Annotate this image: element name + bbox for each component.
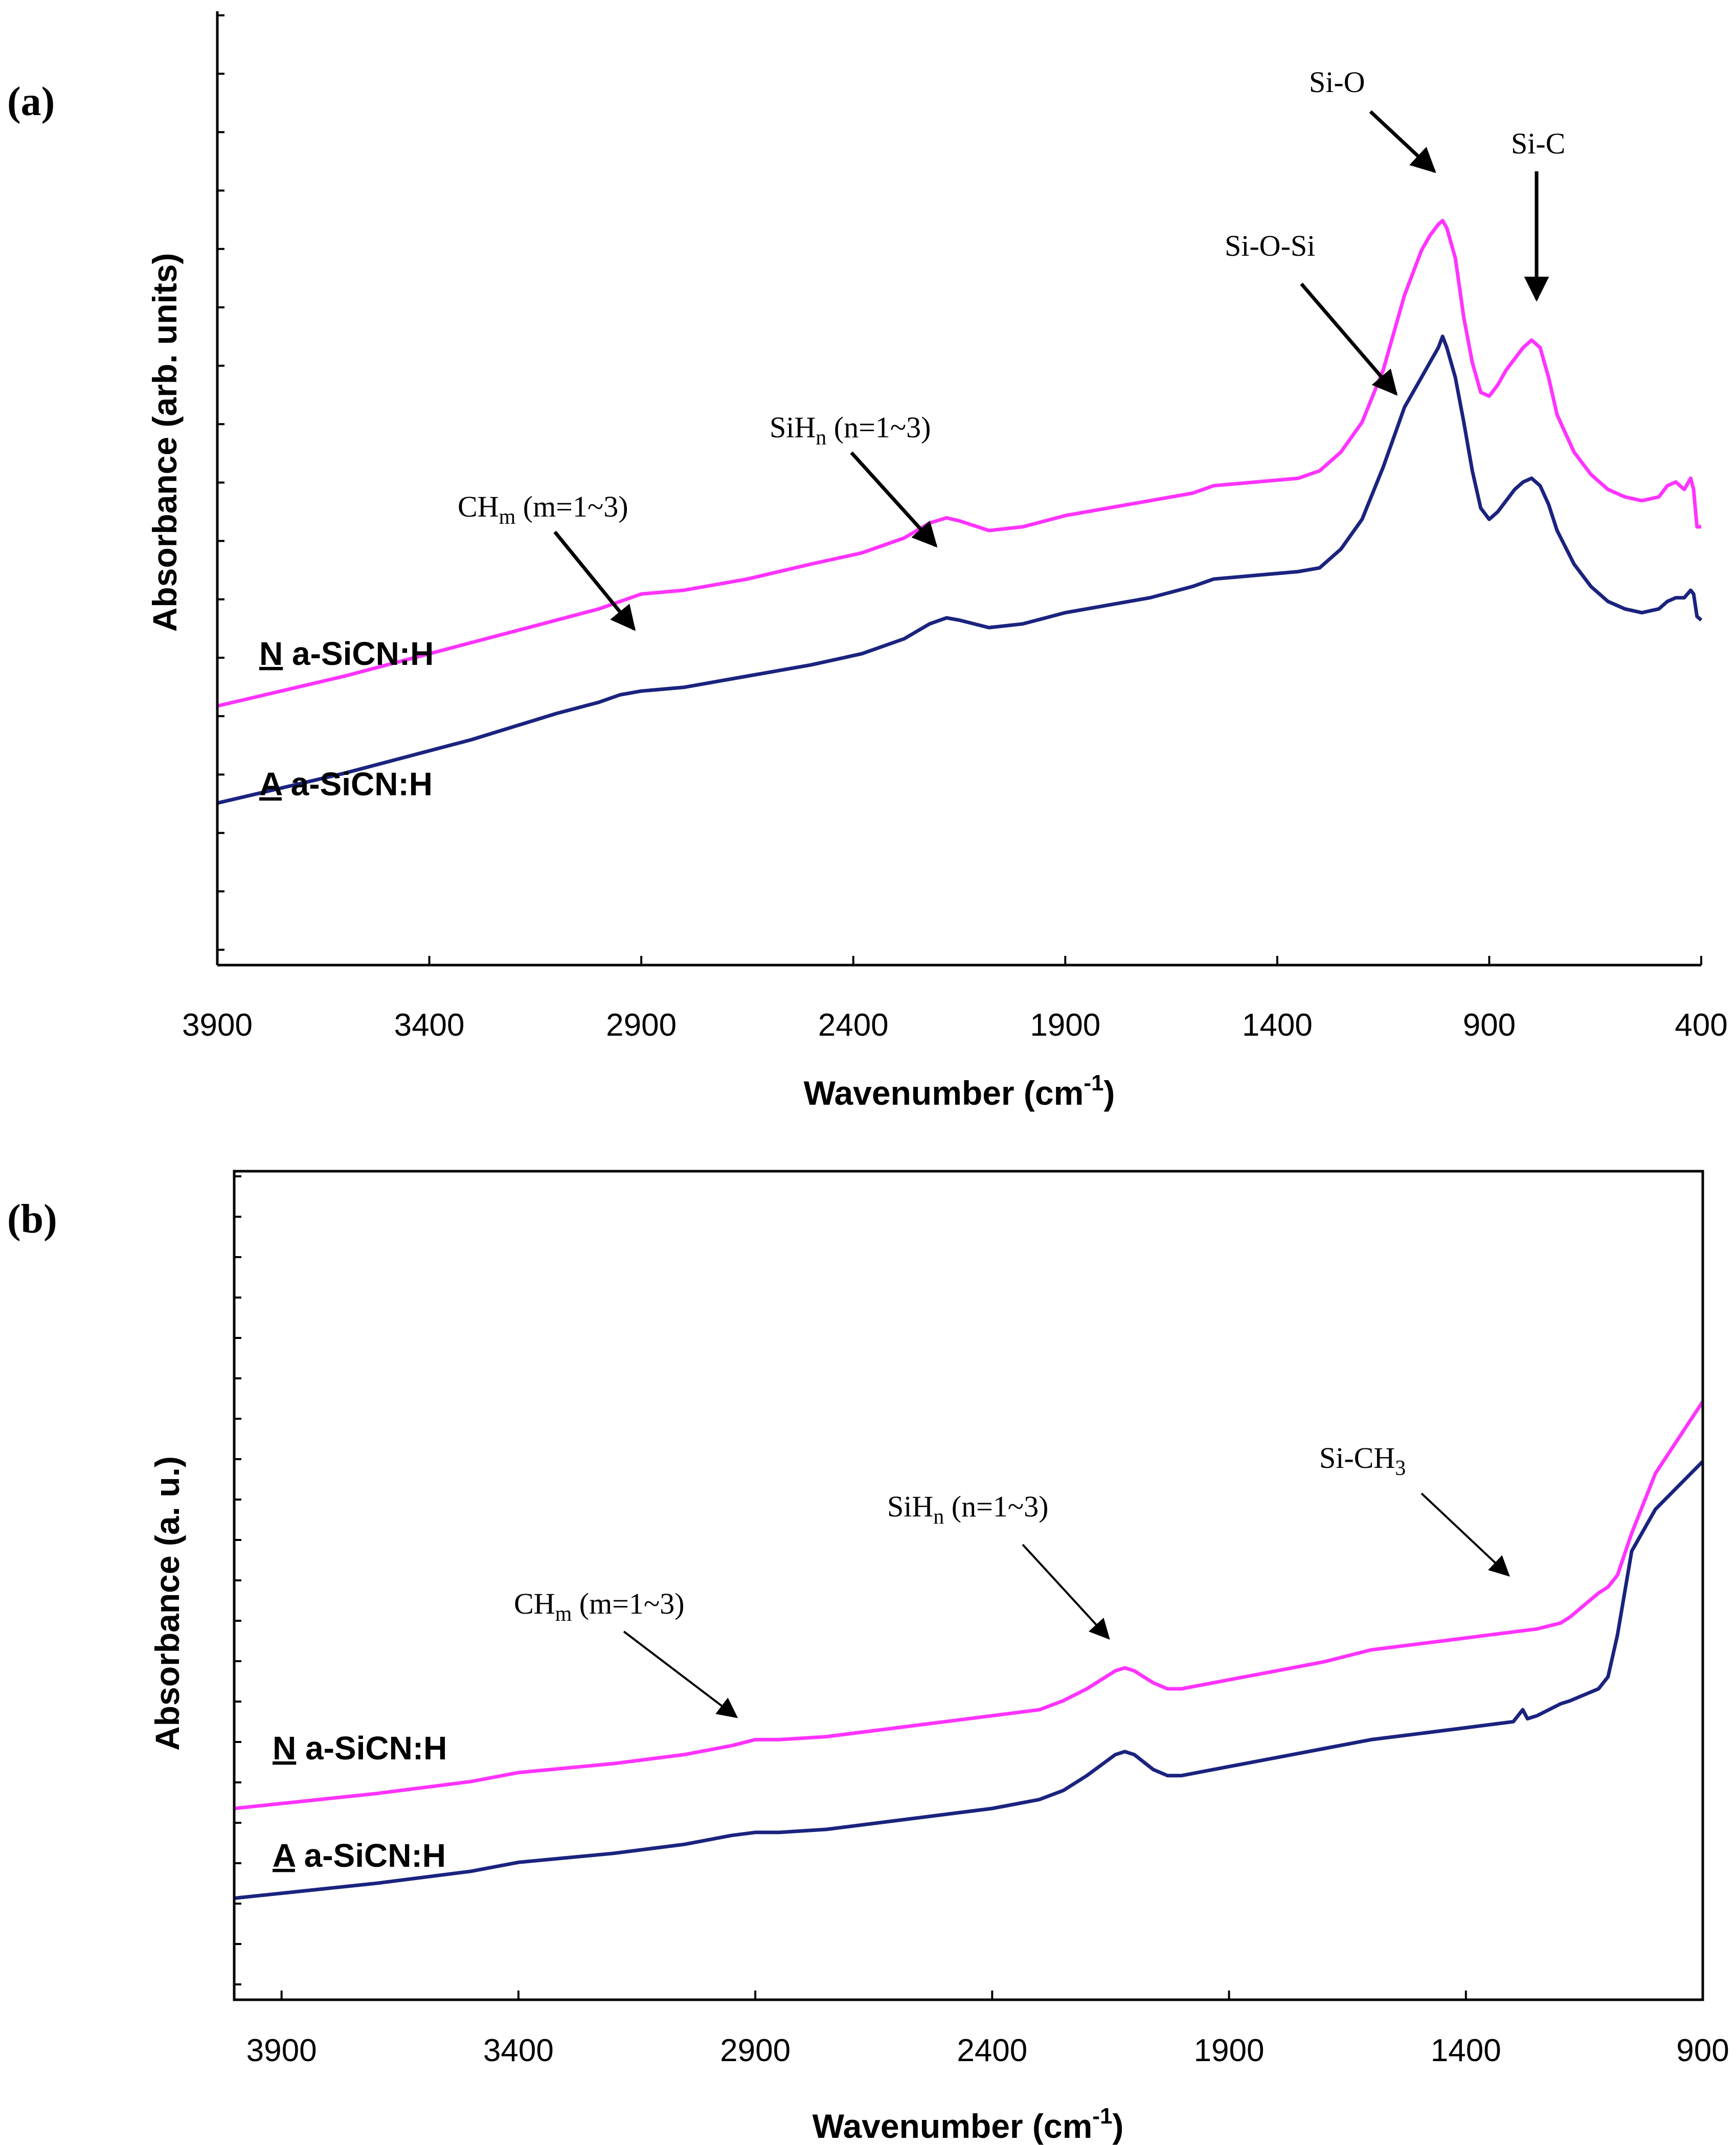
panel-a-series-label-N-prefix: N (259, 635, 283, 672)
panel-b-annotation-chm-rest: (m=1~3) (572, 1587, 684, 1620)
panel-a-annotation-sihn-text: SiH (770, 411, 816, 444)
panel-b-annotation-sihn-sub: n (933, 1505, 944, 1529)
panel-b-series-line-N (234, 1400, 1704, 1811)
panel-b-annotation-si-ch3-sub: 3 (1395, 1457, 1406, 1480)
panel-b-series-label-N-prefix: N (273, 1730, 296, 1767)
panel-b-series-label-A: A a-SiCN:H (273, 1837, 446, 1874)
panel-a: (a) 3900 3400 2900 2400 1900 1400 900 400 Absor… (7, 11, 1728, 1112)
panel-b-x-tick-label: 1400 (1431, 2033, 1501, 2068)
panel-a-y-axis-title: Absorbance (arb. units) (146, 253, 184, 632)
panel-b-label: (b) (7, 1197, 57, 1242)
panel-b-plot-frame (233, 1170, 1704, 2001)
panel-a-label: (a) (7, 79, 55, 124)
panel-a-annotation-si-o: Si-O (1309, 65, 1365, 99)
panel-b-x-tick-label: 2400 (957, 2033, 1027, 2068)
panel-a-series-line-A (217, 334, 1703, 805)
panel-b-annotation-sihn-text: SiH (887, 1490, 933, 1523)
panel-a-x-axis-title-sup: -1 (1084, 1070, 1103, 1096)
panel-b-x-tick-label: 1900 (1194, 2033, 1265, 2068)
panel-a-series-label-N: N a-SiCN:H (259, 635, 434, 672)
panel-a-x-tick-label: 2400 (818, 1008, 889, 1043)
panel-a-series-label-A-prefix: A (259, 766, 282, 802)
panel-a-x-ticks: 3900 3400 2900 2400 1900 1400 900 400 (182, 956, 1728, 1043)
panel-b: (b) 3900 3400 2900 2400 1900 1400 900 Absorban… (7, 1170, 1729, 2145)
panel-a-x-tick-label: 3400 (394, 1008, 465, 1043)
panel-a-x-tick-label: 400 (1675, 1008, 1727, 1043)
panel-a-series-label-A: A a-SiCN:H (259, 766, 433, 802)
panel-b-x-axis-title: Wavenumber (cm-1) (813, 2104, 1124, 2145)
panel-b-series-label-N: N a-SiCN:H (273, 1730, 447, 1767)
panel-b-annotation-sihn-rest: (n=1~3) (944, 1490, 1048, 1523)
panel-b-x-tick-label: 900 (1676, 2033, 1729, 2068)
panel-b-series-label-A-prefix: A (273, 1837, 296, 1874)
panel-b-x-ticks: 3900 3400 2900 2400 1900 1400 900 (246, 1991, 1729, 2068)
panel-a-x-tick-label: 1400 (1242, 1008, 1313, 1043)
panel-a-series-label-N-suffix: a-SiCN:H (283, 635, 434, 672)
panel-a-series-line-N (217, 218, 1701, 708)
panel-b-series (234, 1400, 1704, 1900)
panel-a-series-label-A-suffix: a-SiCN:H (282, 766, 433, 802)
panel-a-x-tick-label: 2900 (606, 1008, 677, 1043)
panel-b-x-axis-title-close: ) (1112, 2107, 1123, 2145)
panel-a-annotation-si-o-si: Si-O-Si (1225, 229, 1315, 262)
panel-b-x-axis-title-main: Wavenumber (cm (813, 2107, 1093, 2145)
panel-b-annotation-si-ch3-text: Si-CH (1319, 1441, 1395, 1474)
panel-b-x-tick-label: 3900 (246, 2033, 317, 2068)
panel-a-series (217, 218, 1703, 805)
panel-b-series-label-N-suffix: a-SiCN:H (296, 1730, 447, 1767)
panel-a-x-axis-title: Wavenumber (cm-1) (804, 1070, 1115, 1112)
panel-a-x-axis-title-main: Wavenumber (cm (804, 1074, 1084, 1112)
panel-a-arrow-sihn (850, 451, 938, 548)
panel-b-arrow-chm (623, 1630, 738, 1718)
panel-a-annotation-chm: CHm (m=1~3) (458, 490, 628, 529)
panel-b-x-tick-label: 2900 (720, 2033, 791, 2068)
panel-b-annotation-si-ch3: Si-CH3 (1319, 1441, 1406, 1480)
panel-b-arrow-sihn (1022, 1544, 1110, 1640)
panel-b-annotation-sihn: SiHn (n=1~3) (887, 1490, 1048, 1529)
panel-a-x-tick-label: 900 (1463, 1008, 1516, 1043)
panel-a-arrow-chm (553, 530, 636, 631)
panel-a-annotation-sihn-sub: n (816, 426, 826, 450)
panel-a-arrow-si-o-si (1300, 282, 1398, 396)
panel-a-annotation-chm-rest: (m=1~3) (515, 490, 628, 523)
panel-a-annotation-sihn: SiHn (n=1~3) (770, 411, 931, 450)
panel-b-annotation-chm: CHm (m=1~3) (514, 1587, 685, 1626)
panel-b-annotation-chm-text: CH (514, 1587, 555, 1620)
panel-a-x-axis-title-close: ) (1103, 1074, 1115, 1112)
panel-a-annotation-chm-sub: m (499, 505, 516, 529)
panel-a-arrow-si-o (1369, 110, 1436, 173)
panel-b-series-label-A-suffix: a-SiCN:H (295, 1837, 446, 1874)
panel-a-annotation-si-c: Si-C (1511, 127, 1565, 160)
panel-a-x-tick-label: 1900 (1030, 1008, 1100, 1043)
panel-a-x-tick-label: 3900 (182, 1008, 253, 1043)
panel-a-annotation-chm-text: CH (458, 490, 499, 523)
panel-b-y-axis-title: Absorbance (a. u.) (148, 1456, 186, 1751)
panel-b-x-axis-title-sup: -1 (1092, 2104, 1112, 2129)
panel-b-series-line-A (234, 1460, 1704, 1900)
panel-a-annotation-sihn-rest: (n=1~3) (826, 411, 931, 444)
panel-b-x-tick-label: 3400 (483, 2033, 554, 2068)
panel-b-arrow-si-ch3 (1421, 1492, 1510, 1577)
panel-b-annotation-chm-sub: m (555, 1602, 572, 1626)
